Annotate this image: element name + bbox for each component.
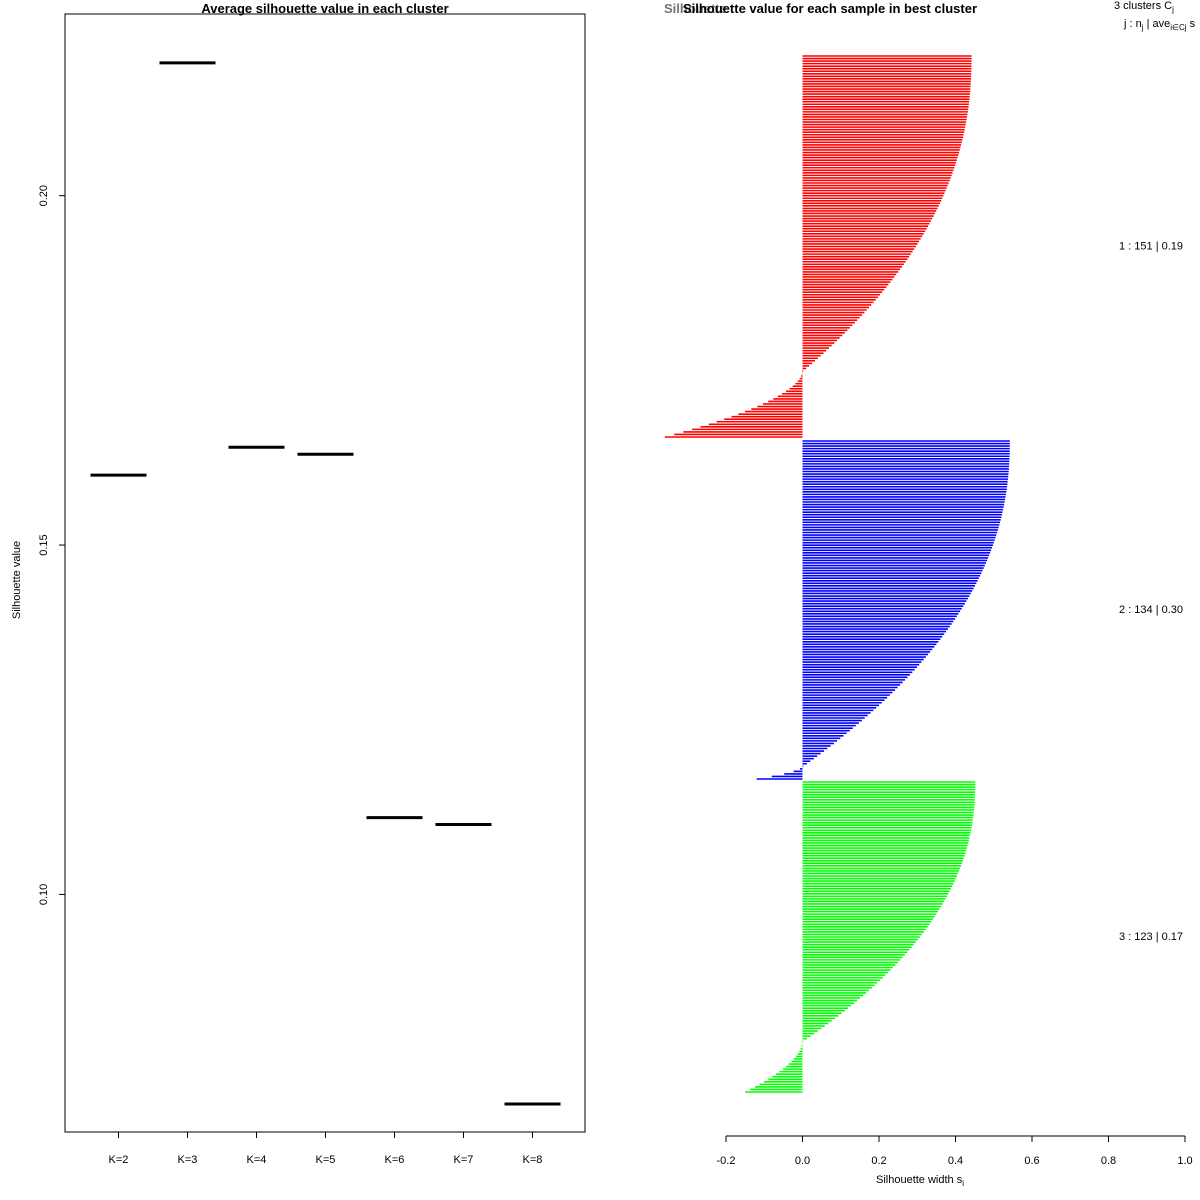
- left-chart: Average silhouette value in each cluster…: [11, 1, 586, 1166]
- left-y-tick-label: 0.20: [38, 185, 50, 206]
- right-x-tick-label: 0.8: [1101, 1155, 1116, 1167]
- left-x-axis: K=2 K=3 K=4 K=5 K=6 K=7 K=8: [109, 1132, 543, 1166]
- right-x-tick-label: 0.6: [1024, 1155, 1039, 1167]
- right-x-axis: -0.2 0.0 0.2 0.4 0.6 0.8 1.0: [717, 1135, 1193, 1167]
- cluster-legend: 1 : 151 | 0.19 2 : 134 | 0.30 3 : 123 | 0.…: [1119, 241, 1183, 944]
- left-x-tick-label: K=6: [385, 1154, 405, 1166]
- left-x-tick-label: K=3: [178, 1154, 198, 1166]
- legend-header-2-tail: s: [1187, 18, 1196, 30]
- right-x-axis-label-main: Silhouette width s: [876, 1174, 963, 1186]
- legend-header-2-sub2: i∈Cj: [1170, 23, 1187, 32]
- left-y-axis-label: Silhouette value: [11, 541, 23, 619]
- left-x-tick-label: K=7: [454, 1154, 474, 1166]
- left-y-axis: 0.10 0.15 0.20: [38, 185, 65, 905]
- legend-cluster-1: 1 : 151 | 0.19: [1119, 241, 1183, 253]
- legend-cluster-3: 3 : 123 | 0.17: [1119, 931, 1183, 943]
- right-title-overlap: Silhouette: [664, 1, 727, 16]
- silhouette-bars: [664, 55, 1010, 1093]
- left-x-tick-label: K=5: [316, 1154, 336, 1166]
- right-x-axis-label-sub: i: [962, 1179, 964, 1188]
- legend-header-2-sub: j: [1141, 23, 1144, 32]
- legend-header-2-main: j : n: [1123, 18, 1142, 30]
- right-chart-title: Silhouette value for each sample in best…: [683, 1, 977, 16]
- legend-header-1-sub: j: [1171, 5, 1174, 14]
- legend-header-line2: j : nj | avei∈Cj s: [1123, 18, 1196, 32]
- legend-header-line1: 3 clusters Cj: [1114, 0, 1174, 14]
- left-x-tick-label: K=2: [109, 1154, 129, 1166]
- left-y-tick-label: 0.15: [38, 534, 50, 555]
- right-x-tick-label: 0.0: [795, 1155, 810, 1167]
- right-x-tick-label: 0.4: [948, 1155, 963, 1167]
- left-plot-frame: [64, 13, 586, 1133]
- right-x-axis-label: Silhouette width si: [876, 1174, 964, 1188]
- left-x-tick-label: K=8: [523, 1154, 543, 1166]
- right-chart: Silhouette value for each sample in best…: [664, 0, 1196, 1188]
- right-x-tick-label: 0.2: [871, 1155, 886, 1167]
- right-x-tick-label: -0.2: [717, 1155, 736, 1167]
- left-x-tick-label: K=4: [247, 1154, 267, 1166]
- legend-header-1-main: 3 clusters C: [1114, 0, 1172, 12]
- legend-header-2-mid: | ave: [1144, 18, 1171, 30]
- left-chart-title: Average silhouette value in each cluster: [201, 1, 448, 16]
- right-x-tick-label: 1.0: [1177, 1155, 1192, 1167]
- left-markers: [90, 61, 561, 1106]
- left-y-tick-label: 0.10: [38, 884, 50, 905]
- legend-cluster-2: 2 : 134 | 0.30: [1119, 604, 1183, 616]
